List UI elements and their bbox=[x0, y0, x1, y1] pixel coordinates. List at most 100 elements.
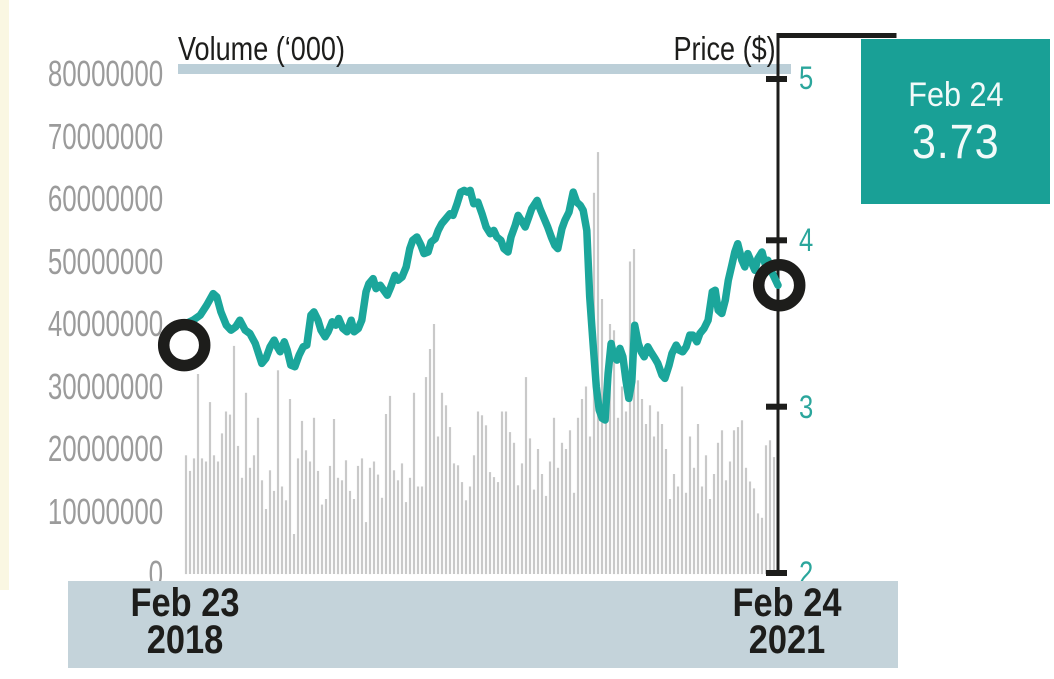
volume-bar bbox=[528, 438, 532, 574]
volume-bar bbox=[524, 377, 528, 574]
volume-bar bbox=[536, 449, 540, 574]
volume-bar bbox=[548, 461, 552, 574]
volume-bar bbox=[588, 436, 592, 574]
volume-bar bbox=[340, 480, 344, 575]
volume-bar bbox=[504, 411, 508, 574]
volume-bar bbox=[304, 450, 308, 575]
volume-bar bbox=[736, 427, 740, 574]
volume-bar bbox=[716, 442, 720, 575]
volume-bar bbox=[380, 497, 384, 575]
volume-bar bbox=[204, 461, 208, 574]
volume-bar bbox=[732, 430, 736, 575]
badge-price-value: 3.73 bbox=[911, 115, 1000, 169]
volume-bar bbox=[484, 425, 488, 575]
volume-bar bbox=[704, 455, 708, 575]
volume-bar bbox=[188, 470, 192, 574]
volume-bar bbox=[224, 411, 228, 574]
volume-bar bbox=[444, 405, 448, 575]
volume-bar bbox=[624, 411, 628, 574]
volume-bar bbox=[668, 499, 672, 574]
price-axis-tick-label: 5 bbox=[799, 60, 814, 96]
volume-bar bbox=[604, 399, 608, 574]
price-axis-tick bbox=[766, 237, 787, 244]
end-date-line2: 2021 bbox=[748, 618, 826, 662]
volume-bar bbox=[640, 399, 644, 574]
volume-bar bbox=[276, 370, 280, 575]
volume-bar bbox=[368, 467, 372, 575]
volume-bar bbox=[580, 399, 584, 574]
volume-bar bbox=[272, 490, 276, 574]
volume-bar bbox=[292, 534, 296, 574]
volume-bar bbox=[700, 486, 704, 574]
volume-bar bbox=[636, 380, 640, 575]
volume-bar bbox=[352, 499, 356, 574]
volume-bar bbox=[404, 502, 408, 574]
volume-bar bbox=[388, 395, 392, 574]
volume-bar bbox=[768, 440, 772, 575]
volume-bar bbox=[360, 458, 364, 574]
volume-bar bbox=[468, 486, 472, 574]
volume-bar bbox=[392, 470, 396, 575]
volume-bar bbox=[720, 430, 724, 575]
volume-bar bbox=[656, 411, 660, 574]
start-date-line1: Feb 23 bbox=[130, 581, 240, 625]
volume-bar bbox=[344, 460, 348, 575]
end-marker-ring bbox=[752, 258, 806, 312]
volume-bar bbox=[364, 522, 368, 574]
volume-bar bbox=[772, 457, 776, 574]
volume-bar bbox=[744, 467, 748, 575]
volume-bar bbox=[324, 499, 328, 574]
volume-bar bbox=[460, 482, 464, 574]
volume-axis-tick-label: 30000000 bbox=[47, 366, 163, 407]
volume-bar bbox=[680, 386, 684, 574]
volume-bar bbox=[564, 449, 568, 574]
volume-bar bbox=[196, 374, 200, 574]
volume-bar bbox=[644, 424, 648, 574]
volume-bar bbox=[412, 392, 416, 575]
latest-price-badge: Feb 24 3.73 bbox=[861, 39, 1050, 204]
volume-bar bbox=[452, 463, 456, 574]
volume-bar bbox=[632, 249, 636, 574]
volume-bar bbox=[492, 477, 496, 574]
volume-bar bbox=[208, 402, 212, 574]
volume-bar bbox=[232, 345, 236, 574]
volume-axis-tick-label: 70000000 bbox=[47, 116, 163, 157]
volume-bar bbox=[432, 324, 436, 574]
volume-bar bbox=[192, 458, 196, 574]
price-axis-tick bbox=[766, 570, 787, 576]
volume-bar bbox=[488, 472, 492, 574]
badge-connector-line bbox=[776, 33, 897, 38]
volume-bar bbox=[672, 474, 676, 574]
volume-axis-tick-label: 60000000 bbox=[47, 178, 163, 219]
volume-bar bbox=[512, 442, 516, 575]
price-axis-tick bbox=[766, 403, 787, 410]
volume-bar bbox=[572, 492, 576, 575]
volume-bar bbox=[752, 488, 756, 574]
volume-bar bbox=[648, 405, 652, 575]
volume-max-gridline bbox=[178, 64, 791, 74]
volume-bar bbox=[696, 424, 700, 574]
volume-bar bbox=[428, 349, 432, 574]
volume-bar bbox=[384, 414, 388, 574]
volume-bar bbox=[684, 492, 688, 575]
volume-bar bbox=[676, 486, 680, 574]
volume-bar bbox=[540, 474, 544, 574]
volume-bar bbox=[500, 411, 504, 574]
end-date-label: Feb 24 2021 bbox=[687, 583, 887, 662]
volume-bar bbox=[600, 299, 604, 574]
volume-bar bbox=[556, 467, 560, 575]
volume-bar bbox=[328, 465, 332, 574]
volume-bar bbox=[320, 504, 324, 574]
price-axis-tick-label: 3 bbox=[799, 389, 814, 425]
volume-bar bbox=[268, 470, 272, 575]
volume-bar bbox=[240, 477, 244, 575]
volume-bar bbox=[712, 474, 716, 574]
volume-bar bbox=[544, 495, 548, 574]
volume-bar bbox=[216, 461, 220, 574]
volume-bar bbox=[416, 486, 420, 574]
volume-bar bbox=[332, 419, 336, 574]
volume-bar bbox=[740, 420, 744, 575]
volume-bar bbox=[228, 414, 232, 574]
volume-bar bbox=[376, 474, 380, 574]
volume-axis-tick-label: 20000000 bbox=[47, 428, 163, 469]
